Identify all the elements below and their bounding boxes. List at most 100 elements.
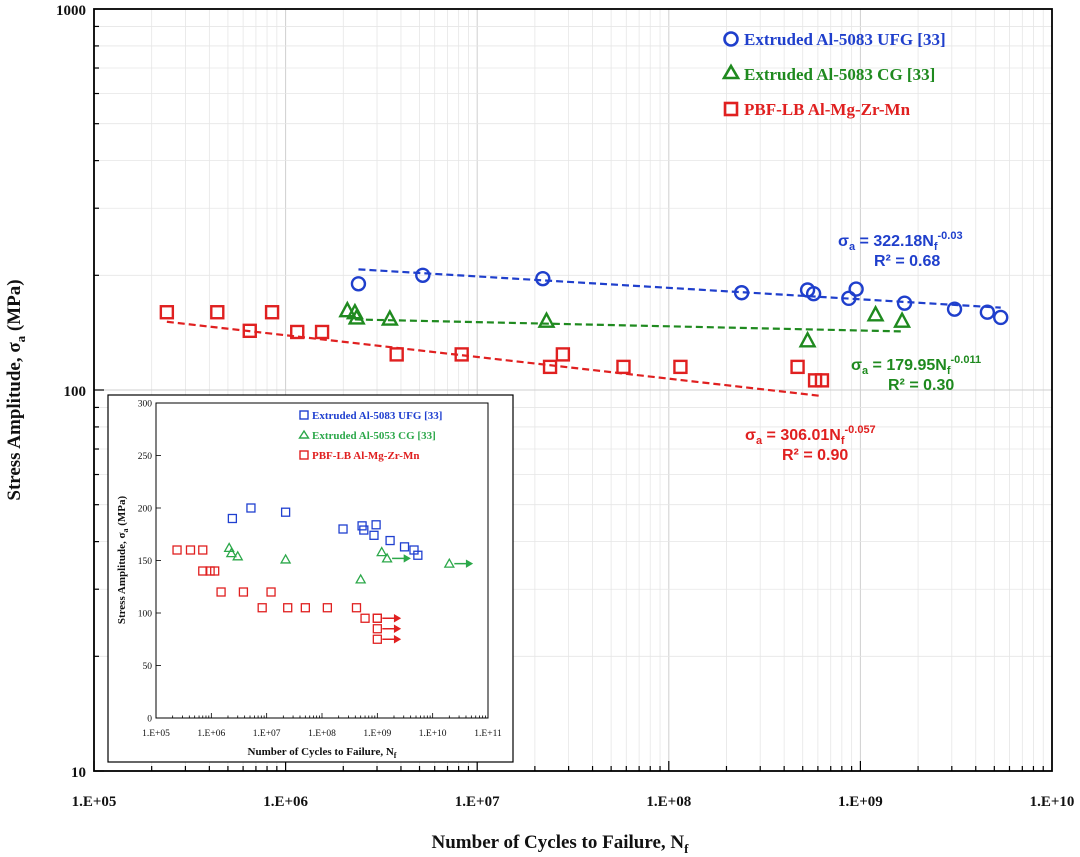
inset-point-square	[216, 587, 226, 597]
inset-point-square	[266, 587, 276, 597]
inset-y-axis-title: Stress Amplitude, σa (MPa)	[116, 496, 130, 625]
data-point-circle	[848, 281, 864, 297]
inset-legend-label-ufg: Extruded Al-5083 UFG [33]	[312, 410, 442, 422]
svg-text:σa = 306.01Nf-0.057: σa = 306.01Nf-0.057	[745, 424, 876, 447]
data-point-triangle	[866, 304, 885, 322]
equation-cg: σa = 179.95Nf-0.011 R² = 0.30	[851, 354, 981, 394]
data-point-square	[673, 359, 688, 375]
x-tick-label: 1.E+08	[646, 794, 691, 810]
inset-y-tick-label: 0	[147, 715, 152, 725]
inset-point-square	[371, 520, 381, 530]
data-point-circle	[415, 267, 431, 284]
inset-point-square	[300, 603, 310, 613]
data-point-triangle	[537, 311, 556, 328]
data-point-circle	[733, 285, 750, 301]
main-data-points	[159, 267, 1009, 388]
data-point-square	[814, 373, 830, 388]
inset-point-square	[372, 613, 382, 623]
inset-x-tick-label: 1.E+06	[197, 729, 225, 739]
inset-point-square	[198, 566, 208, 576]
inset-point-square	[246, 503, 256, 513]
svg-text:R² = 0.90: R² = 0.90	[782, 447, 848, 464]
y-tick-label: 1000	[56, 3, 86, 19]
inset-point-square	[257, 603, 267, 613]
data-point-circle	[979, 304, 996, 320]
inset-point-square	[172, 545, 182, 555]
main-trendlines	[166, 268, 1001, 398]
trendline	[354, 318, 903, 333]
legend-square-marker	[723, 101, 739, 117]
data-point-triangle	[338, 300, 357, 318]
main-y-axis-title: Stress Amplitude, σa (MPa)	[4, 279, 28, 500]
inset-point-square	[238, 587, 249, 597]
legend-triangle-marker	[721, 63, 741, 80]
inset-y-tick-label: 250	[138, 452, 153, 462]
y-tick-label: 100	[64, 384, 87, 400]
data-point-square	[790, 359, 805, 375]
inset-point-square	[185, 545, 196, 555]
equation-ufg: σa = 322.18Nf-0.03 R² = 0.68	[838, 230, 963, 270]
inset-y-tick-label: 100	[138, 610, 153, 620]
inset-point-square	[399, 542, 410, 552]
inset-point-square	[360, 613, 370, 623]
inset-y-tick-label: 150	[138, 557, 153, 567]
x-tick-label: 1.E+09	[838, 794, 883, 810]
inset-legend-label-pbf: PBF-LB Al-Mg-Zr-Mn	[312, 450, 419, 462]
trendline	[166, 320, 823, 398]
data-point-square	[210, 305, 225, 320]
data-point-square	[242, 323, 257, 339]
legend-label-cg: Extruded Al-5083 CG [33]	[744, 65, 935, 84]
runout-arrow-head	[403, 554, 411, 563]
legend-label-ufg: Extruded Al-5083 UFG [33]	[744, 30, 946, 49]
x-tick-label: 1.E+07	[455, 794, 500, 810]
inset-point-square	[372, 634, 382, 644]
equation-pbf: σa = 306.01Nf-0.057 R² = 0.90	[745, 424, 876, 464]
inset-point-square	[413, 550, 423, 560]
data-point-triangle	[798, 330, 817, 348]
inset-point-square	[227, 513, 238, 524]
inset-point-triangle	[225, 547, 237, 558]
inset-point-triangle	[381, 552, 393, 563]
svg-text:σa = 322.18Nf-0.03: σa = 322.18Nf-0.03	[838, 230, 963, 253]
main-legend: Extruded Al-5083 UFG [33] Extruded Al-50…	[721, 30, 946, 119]
data-point-triangle	[380, 309, 399, 326]
data-point-circle	[535, 270, 551, 287]
inset-data-points	[172, 503, 474, 644]
data-point-square	[159, 305, 175, 320]
data-point-square	[555, 347, 571, 362]
inset-point-square	[322, 603, 333, 613]
inset-axis-ticks: 1.E+05 1.E+06 1.E+07 1.E+08 1.E+09 1.E+10 1.E+…	[138, 400, 502, 740]
main-axis-ticks: 1.E+05 1.E+06 1.E+07 1.E+08 1.E+09 1.E+10 10 10…	[56, 3, 1074, 810]
legend-circle-marker	[723, 31, 739, 47]
inset-point-square	[283, 603, 293, 613]
inset-legend-triangle-green	[298, 429, 310, 439]
data-point-circle	[946, 301, 963, 317]
svg-text:R² = 0.30: R² = 0.30	[888, 377, 954, 394]
inset-y-tick-label: 50	[143, 662, 153, 672]
inset-point-square	[210, 566, 220, 576]
inset-y-tick-label: 300	[138, 400, 153, 410]
inset-x-axis-title: Number of Cycles to Failure, Nf	[248, 746, 397, 760]
inset-point-triangle	[355, 573, 367, 584]
inset-x-tick-label: 1.E+09	[363, 729, 391, 739]
data-point-circle	[805, 285, 822, 302]
inset-point-square	[372, 624, 382, 634]
inset-background	[107, 394, 514, 763]
inset-point-square	[280, 507, 291, 517]
data-point-triangle	[893, 311, 912, 328]
data-point-square	[454, 347, 469, 362]
data-point-square	[616, 359, 631, 375]
data-point-square	[314, 324, 330, 340]
runout-arrow-head	[393, 635, 402, 644]
inset-point-square	[351, 603, 362, 613]
inset-point-triangle	[443, 557, 455, 568]
x-tick-label: 1.E+06	[263, 794, 308, 810]
inset-point-square	[198, 545, 208, 555]
data-point-square	[290, 324, 305, 340]
main-x-axis-title: Number of Cycles to Failure, Nf	[432, 832, 690, 856]
inset-x-tick-label: 1.E+05	[142, 729, 170, 739]
inset-point-square	[385, 535, 395, 546]
inset-x-tick-label: 1.E+08	[308, 729, 336, 739]
legend-label-pbf: PBF-LB Al-Mg-Zr-Mn	[744, 100, 911, 119]
